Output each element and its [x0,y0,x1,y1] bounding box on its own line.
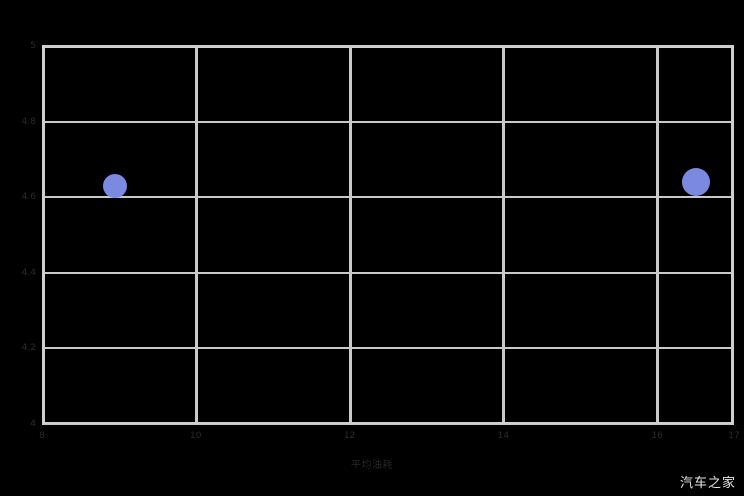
axis-spine-right [731,46,734,424]
axis-spine-left [42,46,45,424]
x-tick-label: 17 [728,431,740,441]
plot-area [42,45,734,425]
gridline-vertical [194,46,198,424]
x-axis-title: 平均油耗 [351,460,393,471]
y-tick-label: 4 [30,419,36,429]
gridline-horizontal [42,120,734,123]
gridline-horizontal [42,347,734,350]
x-tick-label: 10 [190,431,202,441]
x-tick-label: 12 [343,431,356,441]
scatter-point[interactable] [681,168,710,197]
y-tick-label: 4.8 [21,116,36,127]
y-tick-label: 4.6 [21,192,36,203]
y-tick-label: 4.4 [21,267,36,278]
x-tick-label: 14 [497,431,510,441]
gridline-vertical [656,46,660,424]
x-tick-label: 16 [651,431,663,441]
gridline-horizontal [42,423,734,425]
x-tick-label: 8 [39,431,45,441]
axis-spine-top [42,46,734,48]
watermark: 汽车之家 [679,476,736,491]
gridline-vertical [502,46,506,424]
gridline-horizontal [42,271,734,274]
y-tick-label: 4.2 [21,343,36,354]
y-tick-label: 5 [30,41,36,51]
axis-spine-bottom [42,422,734,424]
gridline-vertical [348,46,352,424]
scatter-point[interactable] [103,173,128,198]
gridline-horizontal [42,196,734,199]
